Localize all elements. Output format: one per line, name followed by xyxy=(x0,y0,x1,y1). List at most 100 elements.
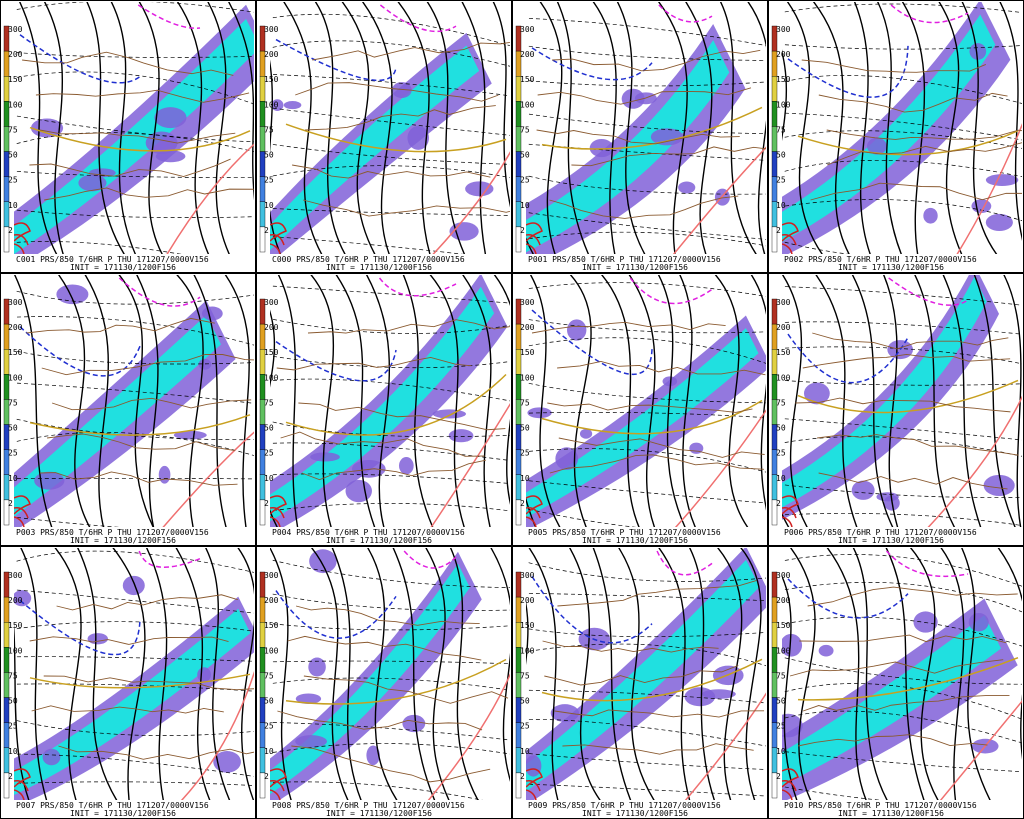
colorbar-label: 100 xyxy=(520,373,535,382)
precip-blob xyxy=(407,125,430,150)
isobar xyxy=(43,2,64,254)
isobar xyxy=(270,60,282,254)
panel-caption: P010 PRS/850 T/6HR P THU 171207/0000V156 xyxy=(784,801,977,810)
isobar xyxy=(138,2,163,254)
state-border xyxy=(795,397,1011,413)
isobar xyxy=(876,2,903,254)
thickness xyxy=(14,241,182,254)
thickness xyxy=(270,722,510,741)
state-border xyxy=(22,51,234,76)
temp-line xyxy=(427,672,510,800)
isobar xyxy=(14,621,30,800)
colorbar-label: 100 xyxy=(776,646,791,655)
thickness xyxy=(526,231,766,247)
thickness xyxy=(14,656,254,662)
isobar xyxy=(812,2,850,254)
precip-blob xyxy=(448,429,474,443)
colorbar-swatch xyxy=(771,499,778,526)
thickness xyxy=(270,107,510,136)
colorbar-label: 100 xyxy=(8,373,23,382)
colorbar-label: 100 xyxy=(264,646,279,655)
temp-line xyxy=(285,373,507,436)
colorbar-label: 200 xyxy=(776,50,791,59)
panel-caption: C001 PRS/850 T/6HR P THU 171207/0000V156 xyxy=(16,255,209,264)
thickness xyxy=(270,165,510,178)
state-border xyxy=(35,89,250,103)
precip-moderate xyxy=(526,559,760,792)
colorbar-label: 10 xyxy=(8,201,18,210)
isobar xyxy=(815,275,858,527)
thickness xyxy=(14,71,254,105)
precip-blob xyxy=(589,138,614,158)
panel-caption: C000 PRS/850 T/6HR P THU 171207/0000V156 xyxy=(272,255,465,264)
isobar xyxy=(18,2,58,254)
precip-blob xyxy=(154,107,187,129)
precip-blob xyxy=(526,755,542,777)
precip-blob xyxy=(56,284,89,305)
precip-blob xyxy=(158,465,171,484)
temp-line xyxy=(531,575,653,644)
thickness xyxy=(270,593,510,611)
isobar xyxy=(592,548,632,800)
map-panel: 300 200 150 100 75 50 25 10 2 P004 PRS/850 T/6HR … xyxy=(256,273,512,546)
panel-caption: P005 PRS/850 T/6HR P THU 171207/0000V156 xyxy=(528,528,721,537)
state-border xyxy=(43,675,254,691)
temp-line xyxy=(430,403,510,527)
isobar xyxy=(331,548,362,800)
terrain xyxy=(14,768,31,800)
map-panel: 300 200 150 100 75 50 25 10 2 C000 PRS/850 T/6HR … xyxy=(256,0,512,273)
thickness xyxy=(526,689,766,704)
colorbar-label: 75 xyxy=(776,398,786,407)
isobar xyxy=(747,2,766,254)
isobar xyxy=(224,275,250,527)
thickness xyxy=(782,683,1022,720)
precip-blob xyxy=(88,168,116,178)
temp-line xyxy=(939,700,1022,800)
thickness xyxy=(14,350,254,365)
precip-blob xyxy=(87,633,108,645)
thickness xyxy=(270,378,510,402)
isobar xyxy=(750,275,766,510)
state-border xyxy=(291,745,491,783)
precip-blob xyxy=(662,376,678,387)
colorbar-swatch xyxy=(259,226,266,253)
isobar xyxy=(617,548,655,800)
colorbar-label: 300 xyxy=(520,571,535,580)
precip-blob xyxy=(295,735,327,748)
temp-line xyxy=(797,379,1019,414)
precip-blob xyxy=(678,181,696,194)
terrain xyxy=(782,222,799,254)
thickness xyxy=(270,143,510,165)
thickness xyxy=(782,418,1022,441)
precip-blob xyxy=(782,713,803,738)
colorbar-label: 50 xyxy=(8,151,18,160)
thickness xyxy=(526,411,766,419)
temp-line xyxy=(541,106,763,150)
colorbar-label: 75 xyxy=(264,671,274,680)
isobar xyxy=(335,275,376,527)
isobar xyxy=(529,275,561,527)
precip-blob xyxy=(432,409,467,419)
thickness xyxy=(270,559,510,588)
colorbar-label: 50 xyxy=(264,697,274,706)
terrain xyxy=(526,495,543,527)
colorbar-label: 100 xyxy=(520,100,535,109)
isobar xyxy=(973,275,1016,527)
map-area xyxy=(782,275,1022,527)
state-border xyxy=(301,459,486,481)
colorbar-label: 2 xyxy=(264,772,269,781)
thickness xyxy=(270,781,483,800)
precip-blob xyxy=(14,590,32,607)
thickness xyxy=(270,503,510,512)
precip-blob xyxy=(295,693,322,705)
isobar xyxy=(940,548,965,800)
colorbar-swatch xyxy=(259,772,266,799)
colorbar-label: 10 xyxy=(776,201,786,210)
state-border xyxy=(29,636,229,645)
colorbar-label: 100 xyxy=(776,100,791,109)
isobar xyxy=(84,275,109,527)
state-border xyxy=(807,586,1018,607)
state-border xyxy=(305,105,496,131)
colorbar-label: 75 xyxy=(8,398,18,407)
